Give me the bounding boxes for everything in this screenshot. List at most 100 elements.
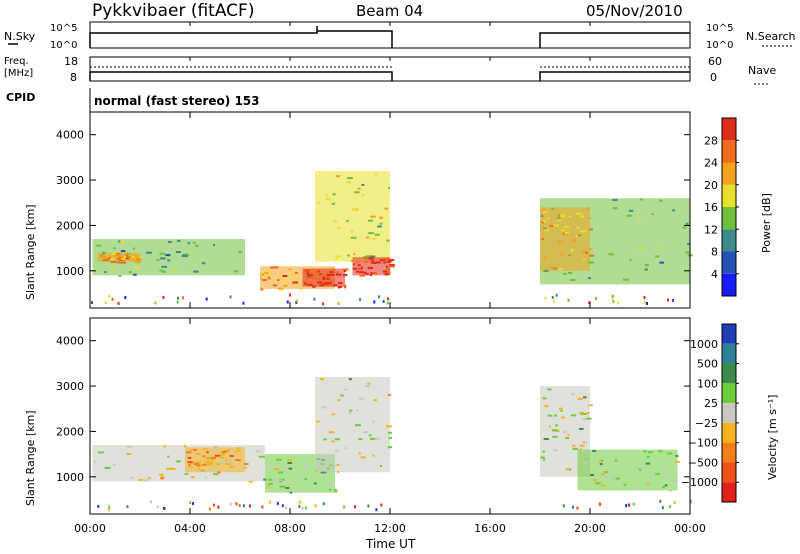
data-cell <box>568 468 572 471</box>
time-axis: 00:00 04:00 08:00 12:00 16:00 20:00 00:00 <box>74 22 706 535</box>
data-cell <box>569 216 573 219</box>
nave-tick-low: 0 <box>710 71 717 84</box>
data-cell <box>190 476 195 479</box>
data-cell <box>368 257 374 260</box>
data-cell <box>163 506 166 510</box>
data-region <box>577 449 678 491</box>
data-cell <box>182 296 185 300</box>
data-cell <box>316 270 320 273</box>
data-cell <box>268 482 273 485</box>
noise-sky-trace <box>89 26 690 48</box>
data-cell <box>293 278 299 281</box>
data-cell <box>125 256 131 259</box>
data-cell <box>335 273 342 276</box>
data-cell <box>548 425 551 428</box>
data-cell <box>187 242 191 245</box>
colorbar-swatch <box>722 207 736 230</box>
data-cell <box>583 396 587 399</box>
data-cell <box>668 489 673 492</box>
velocity-data-layer <box>92 376 692 512</box>
data-cell <box>165 467 172 470</box>
ytick-label: 2000 <box>56 219 84 232</box>
data-cell <box>348 378 352 381</box>
data-cell <box>330 284 334 287</box>
data-cell <box>367 504 370 508</box>
freq-left-label-1: Freq. <box>4 56 29 67</box>
data-cell <box>361 183 365 186</box>
data-cell <box>313 277 316 280</box>
data-cell <box>343 388 348 391</box>
data-cell <box>628 209 634 212</box>
data-cell <box>388 437 393 440</box>
data-cell <box>109 257 115 260</box>
data-cell <box>207 463 213 466</box>
data-cell <box>319 284 325 287</box>
data-cell <box>278 287 283 290</box>
data-cell <box>132 258 135 261</box>
data-cell <box>571 505 574 509</box>
data-cell <box>384 257 391 260</box>
data-cell <box>120 261 126 264</box>
data-cell <box>337 399 341 402</box>
data-cell <box>334 488 337 491</box>
data-cell <box>542 220 546 223</box>
date-title: 05/Nov/2010 <box>586 2 683 20</box>
data-cell <box>142 479 149 482</box>
data-cell <box>352 263 356 266</box>
data-cell <box>322 278 325 281</box>
data-cell <box>594 297 597 301</box>
data-cell <box>326 277 330 280</box>
data-cell <box>325 194 328 197</box>
data-cell <box>202 455 206 458</box>
data-cell <box>202 463 207 466</box>
data-cell <box>235 450 241 453</box>
data-cell <box>542 397 547 400</box>
colorbar-swatch <box>722 482 736 502</box>
data-cell <box>577 397 583 400</box>
data-cell <box>544 229 549 232</box>
data-cell <box>183 445 187 448</box>
data-cell <box>196 464 201 467</box>
data-cell <box>586 207 590 210</box>
data-cell <box>367 219 373 222</box>
data-cell <box>275 462 280 465</box>
data-cell <box>361 194 365 197</box>
data-cell <box>235 459 241 462</box>
data-cell <box>344 447 347 450</box>
data-cell <box>248 504 251 508</box>
data-cell <box>317 281 323 284</box>
data-cell <box>364 385 370 388</box>
data-cell <box>369 274 373 277</box>
noise-tick-high: 10^5 <box>50 23 77 34</box>
data-cell <box>661 506 664 510</box>
data-cell <box>213 446 218 449</box>
data-cell <box>174 269 177 272</box>
data-cell <box>349 409 353 412</box>
data-cell <box>552 435 558 438</box>
data-cell <box>296 298 299 302</box>
data-cell <box>357 264 361 267</box>
data-cell <box>295 301 298 305</box>
data-cell <box>628 503 631 507</box>
data-cell <box>546 217 551 220</box>
data-cell <box>118 256 124 259</box>
data-cell <box>128 257 134 260</box>
data-cell <box>116 260 119 263</box>
data-cell <box>206 451 209 454</box>
colorbar-tick-label: −1000 <box>681 476 718 489</box>
ytick-label: 4000 <box>56 129 84 142</box>
ytick-label: 2000 <box>56 425 84 438</box>
velocity-cbar-label: Velocity [m s⁻¹] <box>766 395 779 480</box>
data-cell <box>386 260 392 263</box>
data-cell <box>565 468 572 471</box>
data-cell <box>289 491 293 494</box>
data-cell <box>549 266 554 269</box>
data-cell <box>188 464 191 467</box>
data-cell <box>337 470 340 473</box>
data-cell <box>323 282 330 285</box>
data-cell <box>645 462 651 465</box>
data-cell <box>188 454 192 457</box>
data-cell <box>278 471 284 474</box>
data-cell <box>561 229 565 232</box>
